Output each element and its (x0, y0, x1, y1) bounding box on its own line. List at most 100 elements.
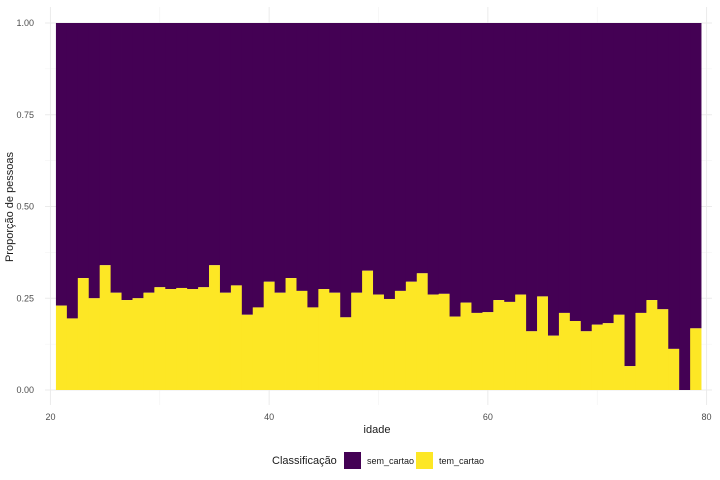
bar-sem-cartao (526, 23, 538, 332)
bar-tem-cartao (646, 300, 658, 390)
bar-tem-cartao (307, 307, 319, 390)
bar-tem-cartao (132, 298, 144, 390)
bar-sem-cartao (405, 23, 418, 282)
bar-sem-cartao (296, 23, 308, 291)
bar-tem-cartao (427, 294, 440, 390)
bar-tem-cartao (668, 348, 680, 390)
bar-tem-cartao (537, 296, 549, 390)
bar-sem-cartao (66, 23, 79, 319)
bar-tem-cartao (493, 300, 505, 390)
y-tick-label: 0.00 (16, 385, 34, 395)
bar-sem-cartao (143, 23, 155, 293)
bar-tem-cartao (154, 287, 166, 390)
bar-sem-cartao (449, 23, 461, 317)
legend-title: Classificação (272, 455, 337, 467)
bar-sem-cartao (307, 23, 319, 308)
bar-tem-cartao (624, 366, 636, 390)
legend-label-tem-cartao: tem_cartao (439, 456, 484, 466)
bar-sem-cartao (416, 23, 429, 274)
bar-sem-cartao (110, 23, 122, 293)
bar-tem-cartao (143, 292, 155, 390)
bar-sem-cartao (438, 23, 450, 294)
bar-tem-cartao (394, 290, 407, 390)
bar-tem-cartao (449, 316, 461, 390)
bar-sem-cartao (471, 23, 483, 313)
bar-tem-cartao (241, 314, 254, 390)
bar-tem-cartao (602, 323, 614, 390)
y-tick-label: 0.75 (16, 110, 34, 120)
bar-sem-cartao (547, 23, 560, 336)
bar-sem-cartao (591, 23, 604, 325)
legend-swatch-sem-cartao (344, 452, 361, 469)
bar-tem-cartao (405, 281, 418, 390)
bar-sem-cartao (646, 23, 658, 301)
bar-tem-cartao (635, 312, 647, 390)
bar-tem-cartao (219, 292, 232, 390)
bars (55, 23, 702, 390)
bar-sem-cartao (613, 23, 625, 315)
bar-tem-cartao (66, 318, 79, 390)
bar-tem-cartao (230, 285, 243, 390)
bar-tem-cartao (580, 331, 593, 390)
bar-sem-cartao (121, 23, 133, 301)
bar-sem-cartao (132, 23, 144, 299)
bar-tem-cartao (318, 289, 330, 390)
y-tick-label: 0.25 (16, 293, 34, 303)
bar-sem-cartao (460, 23, 472, 303)
bar-sem-cartao (362, 23, 374, 271)
tick-labels: 0.00 0.25 0.50 0.75 1.00 20 40 60 80 (16, 18, 711, 422)
bar-tem-cartao (471, 312, 483, 390)
y-axis-title: Proporção de pessoas (4, 151, 16, 262)
bar-tem-cartao (296, 290, 308, 390)
bar-tem-cartao (274, 292, 286, 390)
bar-tem-cartao (99, 265, 112, 390)
bar-sem-cartao (198, 23, 210, 288)
bar-tem-cartao (88, 298, 101, 390)
bar-sem-cartao (482, 23, 494, 313)
y-tick-label: 0.50 (16, 202, 34, 212)
bar-sem-cartao (209, 23, 221, 266)
bar-tem-cartao (329, 292, 341, 390)
bar-tem-cartao (690, 328, 702, 390)
bar-sem-cartao (537, 23, 549, 297)
bar-sem-cartao (580, 23, 593, 332)
bar-sem-cartao (690, 23, 702, 329)
bar-tem-cartao (482, 312, 494, 390)
bar-sem-cartao (383, 23, 396, 299)
bar-tem-cartao (657, 309, 669, 390)
bar-sem-cartao (493, 23, 505, 301)
x-tick-label: 40 (264, 412, 274, 422)
bar-tem-cartao (504, 301, 516, 390)
bar-tem-cartao (77, 278, 90, 390)
bar-sem-cartao (88, 23, 101, 299)
legend: Classificação sem_cartao tem_cartao (272, 452, 484, 469)
bar-tem-cartao (438, 293, 450, 390)
legend-label-sem-cartao: sem_cartao (367, 456, 414, 466)
bar-sem-cartao (274, 23, 286, 293)
bar-sem-cartao (504, 23, 516, 302)
bar-sem-cartao (602, 23, 614, 324)
y-tick-label: 1.00 (16, 18, 34, 28)
bar-sem-cartao (154, 23, 166, 288)
bar-sem-cartao (77, 23, 90, 279)
x-axis-title: idade (364, 424, 391, 436)
bar-tem-cartao (263, 281, 276, 390)
bar-tem-cartao (547, 335, 560, 390)
bar-tem-cartao (187, 289, 199, 390)
bar-tem-cartao (362, 270, 374, 390)
bar-tem-cartao (558, 312, 571, 390)
bar-sem-cartao (329, 23, 341, 293)
legend-swatch-tem-cartao (416, 452, 433, 469)
bar-sem-cartao (558, 23, 571, 313)
bar-sem-cartao (230, 23, 243, 286)
bar-sem-cartao (176, 23, 188, 288)
bar-sem-cartao (394, 23, 407, 291)
bar-tem-cartao (383, 298, 396, 390)
bar-sem-cartao (624, 23, 636, 367)
bar-sem-cartao (373, 23, 385, 295)
bar-sem-cartao (635, 23, 647, 313)
x-tick-label: 80 (702, 412, 712, 422)
bar-sem-cartao (569, 23, 582, 322)
bar-tem-cartao (416, 273, 429, 390)
